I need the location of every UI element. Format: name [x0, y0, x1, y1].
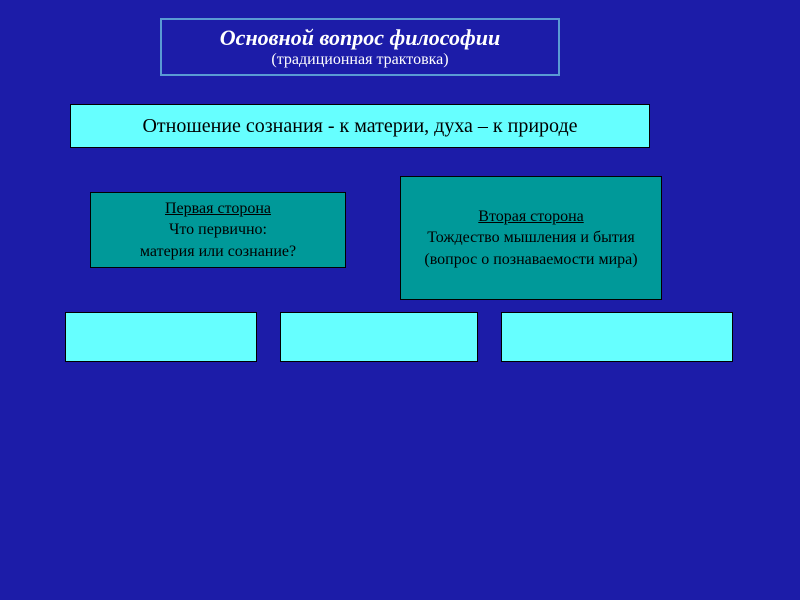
bottom-box-3 — [501, 312, 733, 362]
title-sub: (традиционная трактовка) — [271, 51, 448, 69]
bottom-box-1 — [65, 312, 257, 362]
right-line2: (вопрос о познаваемости мира) — [424, 249, 637, 271]
title-main: Основной вопрос философии — [220, 25, 500, 51]
bottom-box-2 — [280, 312, 478, 362]
left-line2: материя или сознание? — [140, 241, 296, 263]
left-header: Первая сторона — [165, 198, 271, 220]
left-side-box: Первая сторона Что первично: материя или… — [90, 192, 346, 268]
left-line1: Что первично: — [169, 219, 267, 241]
right-header: Вторая сторона — [478, 206, 583, 228]
title-box: Основной вопрос философии (традиционная … — [160, 18, 560, 76]
subtitle-text: Отношение сознания - к материи, духа – к… — [142, 115, 577, 138]
right-side-box: Вторая сторона Тождество мышления и быти… — [400, 176, 662, 300]
subtitle-box: Отношение сознания - к материи, духа – к… — [70, 104, 650, 148]
right-line1: Тождество мышления и бытия — [427, 227, 635, 249]
